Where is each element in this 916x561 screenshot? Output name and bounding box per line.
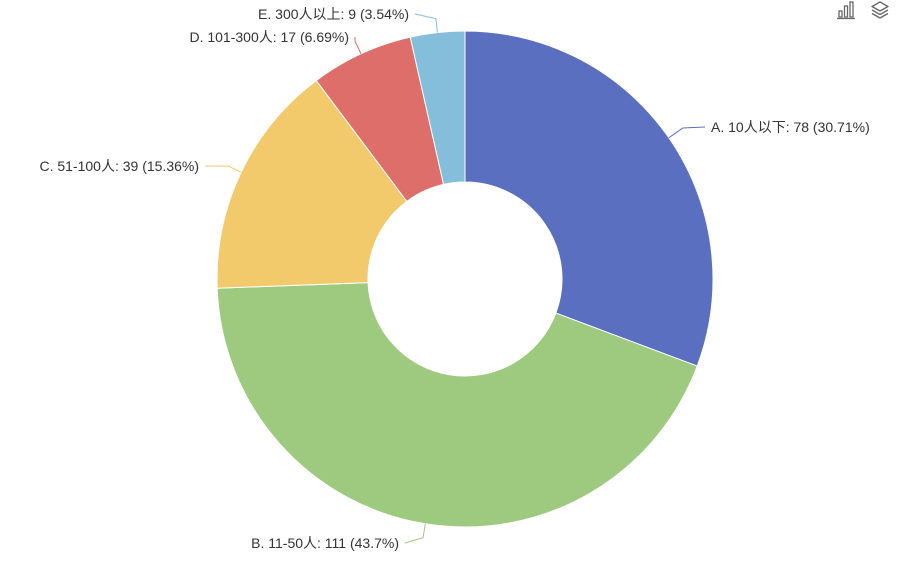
slice-e[interactable] <box>409 30 466 185</box>
slice-label-a: A. 10人以下: 78 (30.71%) <box>711 119 870 135</box>
slice-label-b: B. 11-50人: 111 (43.7%) <box>251 535 399 551</box>
leader-line-c <box>204 165 242 173</box>
slice-label-e: E. 300人以上: 9 (3.54%) <box>258 6 409 22</box>
slices <box>216 30 714 528</box>
leader-line-b <box>404 523 426 544</box>
slice-label-c: C. 51-100人: 39 (15.36%) <box>39 158 199 174</box>
slice-b[interactable] <box>216 282 698 528</box>
leader-line-e <box>414 13 438 33</box>
chart-toolbar <box>836 0 890 20</box>
leader-line-d <box>354 36 362 55</box>
slice-labels: A. 10人以下: 78 (30.71%) B. 11-50人: 111 (43.… <box>39 6 869 551</box>
slice-a[interactable] <box>464 30 714 367</box>
leader-lines <box>204 13 706 544</box>
slice-label-d: D. 101-300人: 17 (6.69%) <box>189 29 349 45</box>
leader-line-a <box>668 126 706 139</box>
layers-icon[interactable] <box>870 0 890 20</box>
bar-chart-icon[interactable] <box>836 0 856 20</box>
slice-c[interactable] <box>216 79 408 289</box>
